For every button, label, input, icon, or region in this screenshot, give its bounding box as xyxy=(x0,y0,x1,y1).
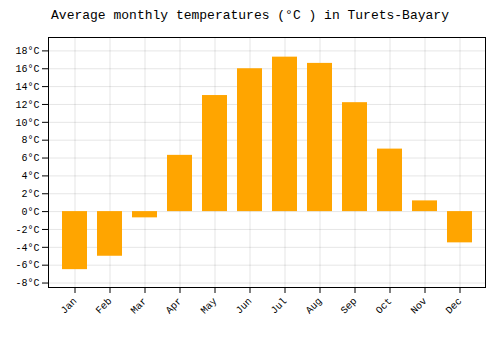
svg-text:Aug: Aug xyxy=(304,296,325,317)
svg-text:-2°C: -2°C xyxy=(15,225,39,236)
svg-text:Sep: Sep xyxy=(339,296,360,317)
svg-text:Nov: Nov xyxy=(409,296,430,317)
svg-text:10°C: 10°C xyxy=(15,118,39,129)
svg-text:12°C: 12°C xyxy=(15,100,39,111)
svg-text:8°C: 8°C xyxy=(21,135,39,146)
svg-text:Oct: Oct xyxy=(374,296,395,317)
svg-text:May: May xyxy=(199,296,220,317)
svg-text:14°C: 14°C xyxy=(15,82,39,93)
svg-text:Mar: Mar xyxy=(129,296,150,317)
svg-text:6°C: 6°C xyxy=(21,153,39,164)
svg-text:-8°C: -8°C xyxy=(15,278,39,289)
svg-text:Apr: Apr xyxy=(164,296,185,317)
svg-text:2°C: 2°C xyxy=(21,189,39,200)
svg-text:18°C: 18°C xyxy=(15,46,39,57)
svg-text:4°C: 4°C xyxy=(21,171,39,182)
svg-text:0°C: 0°C xyxy=(21,207,39,218)
html-text:Average monthly temperatures (: Average monthly temperatures (°C ) in Tu… xyxy=(51,8,449,23)
svg-text:Jul: Jul xyxy=(269,296,290,317)
svg-text:-6°C: -6°C xyxy=(15,260,39,271)
svg-text:Dec: Dec xyxy=(444,296,465,317)
svg-text:-4°C: -4°C xyxy=(15,243,39,254)
svg-text:Feb: Feb xyxy=(94,296,115,317)
svg-text:Jun: Jun xyxy=(234,296,255,317)
svg-text:Jan: Jan xyxy=(59,296,80,317)
svg-text:16°C: 16°C xyxy=(15,64,39,75)
